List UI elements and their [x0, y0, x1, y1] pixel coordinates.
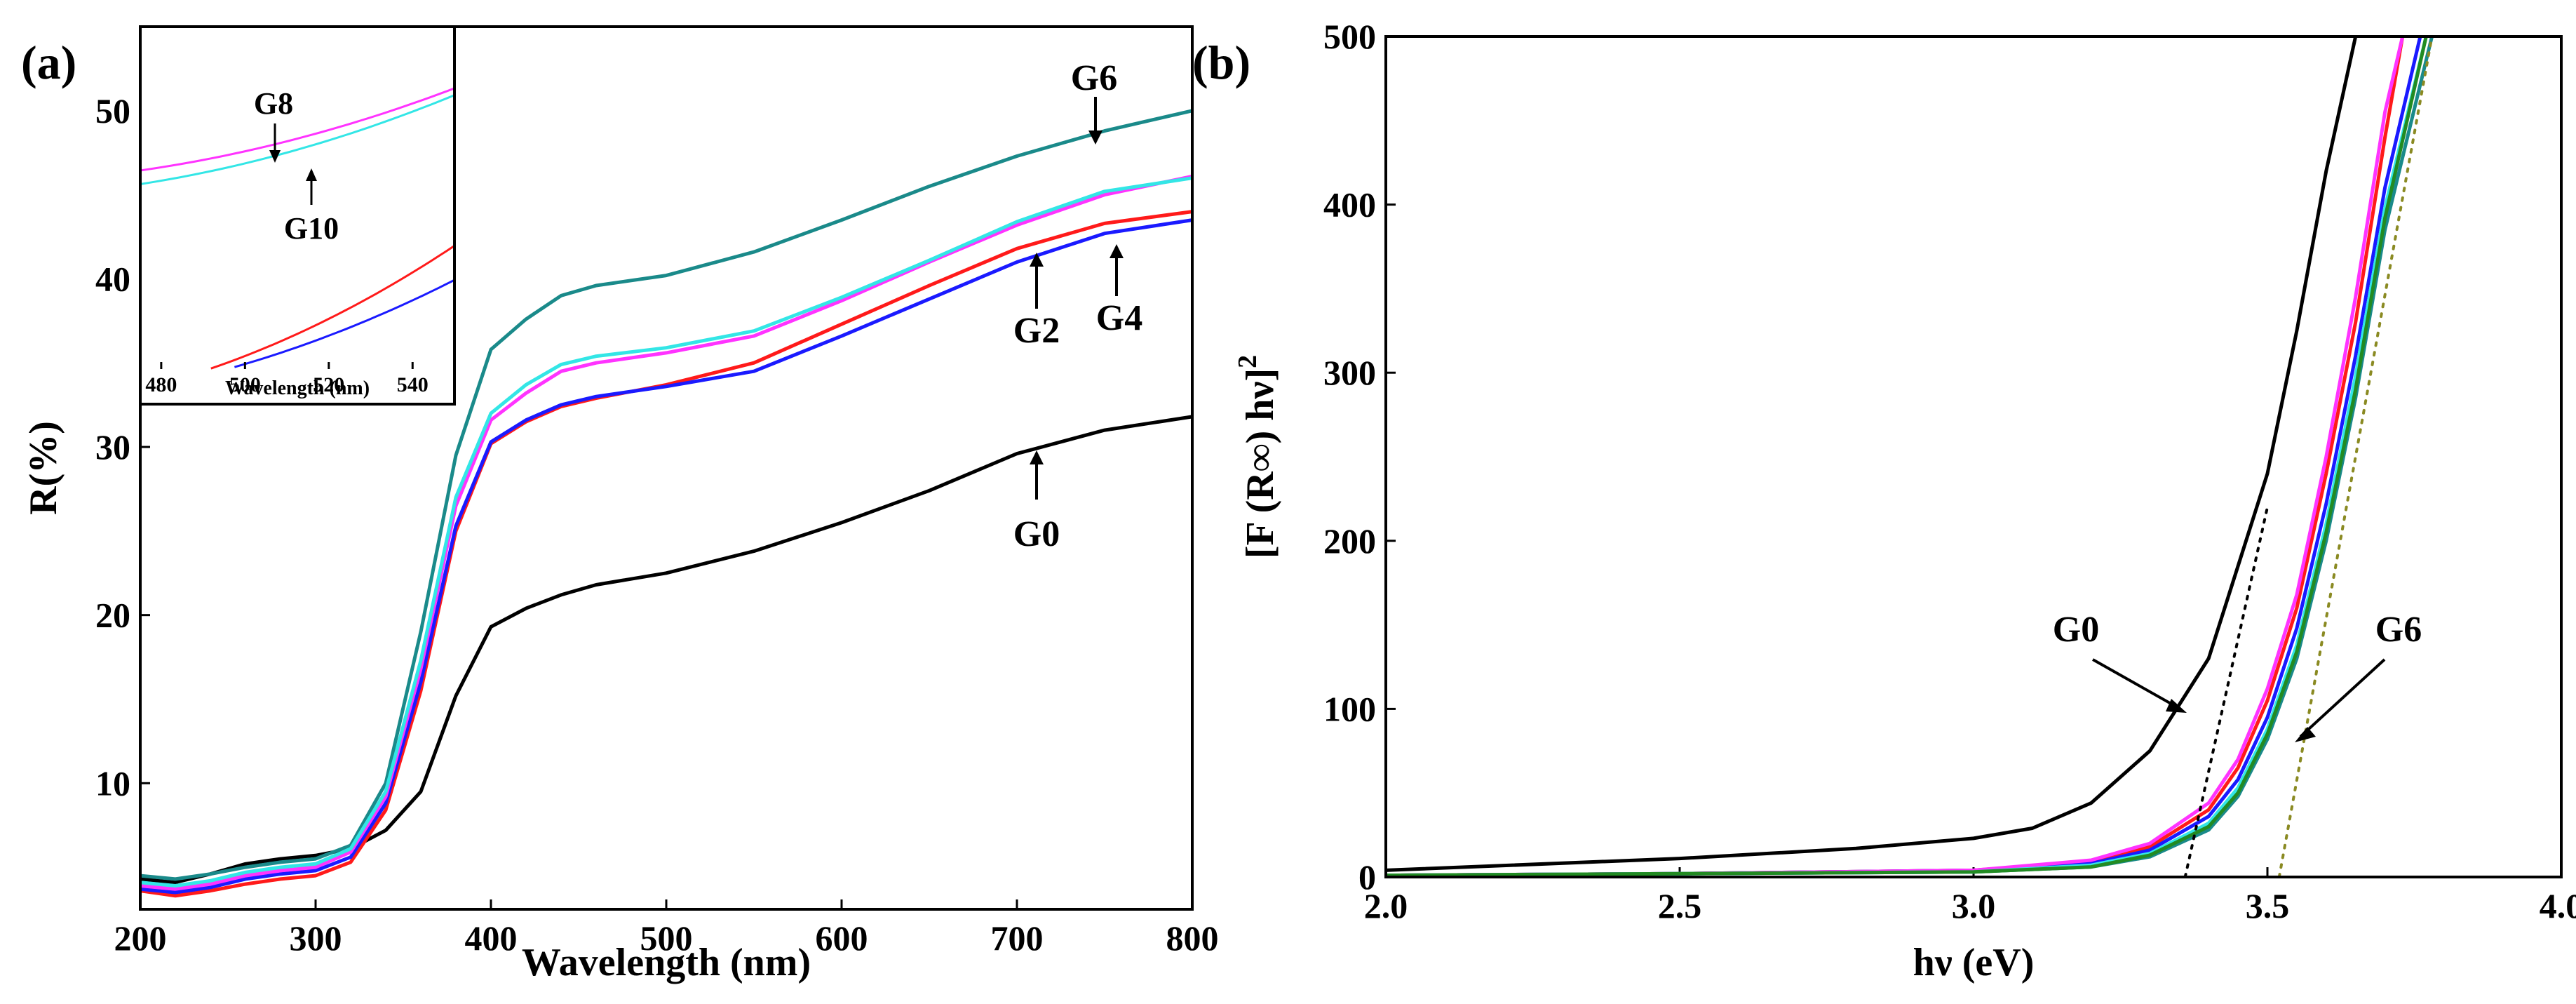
series-b-g6	[1386, 36, 2434, 877]
b-x-tick-label: 4.0	[2540, 886, 2576, 925]
arrowhead-g0	[1030, 450, 1044, 464]
arrow-b-g0	[2092, 658, 2180, 710]
series-g4	[140, 218, 1193, 895]
b-y-tick-label: 100	[1323, 689, 1376, 728]
panel-b-axes: 2.0 2.5 3.0 3.5 4.0 0 100 200 300 400 500	[1323, 17, 2576, 925]
inset-x-tick-label: 520	[313, 373, 344, 396]
panel-b-series	[1386, 36, 2434, 877]
panel-b-frame	[1384, 35, 2563, 878]
b-x-tick-label: 2.0	[1364, 886, 1408, 925]
panel-a-ylabel: R(%)	[22, 421, 65, 515]
series-b-g8	[1386, 36, 2405, 877]
panel-b-ylabel-sup: 2	[1233, 355, 1262, 368]
series-b-g2	[1386, 36, 2405, 877]
annotation-g6: G6	[1071, 58, 1117, 98]
arrowhead-g4	[1110, 244, 1124, 258]
a-x-tick-label: 600	[816, 918, 868, 958]
inset-background	[140, 27, 454, 404]
series-g10	[140, 176, 1193, 888]
b-x-tick-label: 2.5	[1658, 886, 1702, 925]
series-g6	[140, 109, 1193, 881]
panel-a: (a) 200 300 400 500 600 700 800 10 20 30 40 50 Wave…	[21, 25, 1219, 984]
panel-b: (b) 2.0 2.5 3.0 3.5 4.0 0 100 200 300 400 500 hν (…	[1192, 17, 2576, 984]
annotation-g2: G2	[1013, 311, 1060, 351]
annotation-b-g0: G0	[2053, 610, 2099, 650]
a-y-tick-label: 20	[95, 596, 130, 635]
annotation-g0: G0	[1013, 514, 1060, 554]
inset-arrowhead-g10	[306, 168, 317, 181]
inset-arrowhead-g8	[269, 150, 281, 163]
panel-a-axes: 200 300 400 500 600 700 800 10 20 30 40 50	[95, 91, 1219, 958]
b-x-tick-label: 3.5	[2246, 886, 2290, 925]
b-y-tick-label: 200	[1323, 521, 1376, 561]
panel-a-series	[140, 109, 1193, 898]
tangent-g6	[2277, 36, 2434, 877]
inset-xlabel: Wavelength (nm)	[225, 377, 370, 399]
a-x-tick-label: 700	[991, 918, 1044, 958]
annotation-b-g6: G6	[2375, 610, 2422, 650]
a-y-tick-label: 40	[95, 259, 130, 298]
inset-series-g2	[210, 245, 455, 370]
arrowhead-b-g6	[2295, 727, 2316, 742]
series-b-green	[1386, 36, 2428, 877]
a-x-tick-label: 400	[465, 918, 518, 958]
panel-a-label: (a)	[21, 36, 76, 89]
a-y-tick-label: 50	[95, 91, 130, 130]
b-y-tick-label: 500	[1323, 17, 1376, 56]
a-x-tick-label: 200	[114, 918, 167, 958]
arrow-b-g6	[2299, 658, 2386, 738]
inset-series-g4	[234, 279, 455, 368]
a-y-tick-label: 10	[95, 763, 130, 803]
panel-b-ylabel-main: [F (R∞) hν]	[1239, 368, 1282, 558]
inset-axes: 480 500 520 540	[145, 362, 429, 396]
panel-b-label: (b)	[1192, 36, 1250, 89]
inset-x-tick-label: 500	[229, 373, 261, 396]
b-x-tick-label: 3.0	[1952, 886, 1996, 925]
inset-x-tick-label: 480	[145, 373, 177, 396]
b-y-tick-label: 300	[1323, 353, 1376, 392]
arrowhead-g6	[1088, 130, 1102, 145]
panel-b-xlabel: hν (eV)	[1913, 941, 2035, 984]
a-x-tick-label: 300	[290, 918, 342, 958]
series-g8	[140, 174, 1193, 891]
inset-x-tick-label: 540	[397, 373, 429, 396]
inset-annotation-g8: G8	[254, 86, 293, 121]
panel-b-ylabel: [F (R∞) hν]2	[1233, 355, 1282, 558]
series-b-g4	[1386, 36, 2422, 877]
series-g0	[140, 415, 1193, 885]
arrowhead-g2	[1030, 253, 1044, 267]
inset-series	[140, 87, 455, 370]
inset-series-g10	[140, 94, 455, 185]
b-y-tick-label: 0	[1358, 857, 1376, 897]
inset-series-g8	[140, 87, 455, 172]
a-y-tick-label: 30	[95, 427, 130, 467]
a-x-tick-label: 500	[640, 918, 693, 958]
series-b-g0	[1386, 36, 2358, 872]
tangent-g0	[2183, 505, 2269, 877]
annotation-g4: G4	[1096, 298, 1142, 338]
b-y-tick-label: 400	[1323, 185, 1376, 225]
inset-annotation-g10: G10	[284, 211, 339, 246]
panel-a-frame	[139, 25, 1194, 911]
arrowhead-b-g0	[2166, 699, 2187, 713]
a-x-tick-label: 800	[1166, 918, 1219, 958]
panel-a-xlabel: Wavelength (nm)	[522, 941, 811, 984]
inset-frame	[139, 25, 456, 406]
inset: 480 500 520 540 Wavelength (nm) G8 G10	[139, 25, 456, 406]
